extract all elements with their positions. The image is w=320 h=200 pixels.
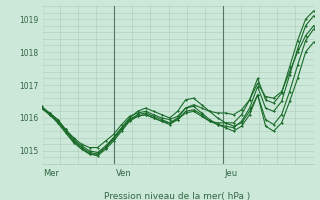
Text: Pression niveau de la mer( hPa ): Pression niveau de la mer( hPa )	[104, 192, 251, 200]
Text: Ven: Ven	[116, 169, 132, 178]
Text: Mer: Mer	[43, 169, 59, 178]
Text: Jeu: Jeu	[225, 169, 238, 178]
